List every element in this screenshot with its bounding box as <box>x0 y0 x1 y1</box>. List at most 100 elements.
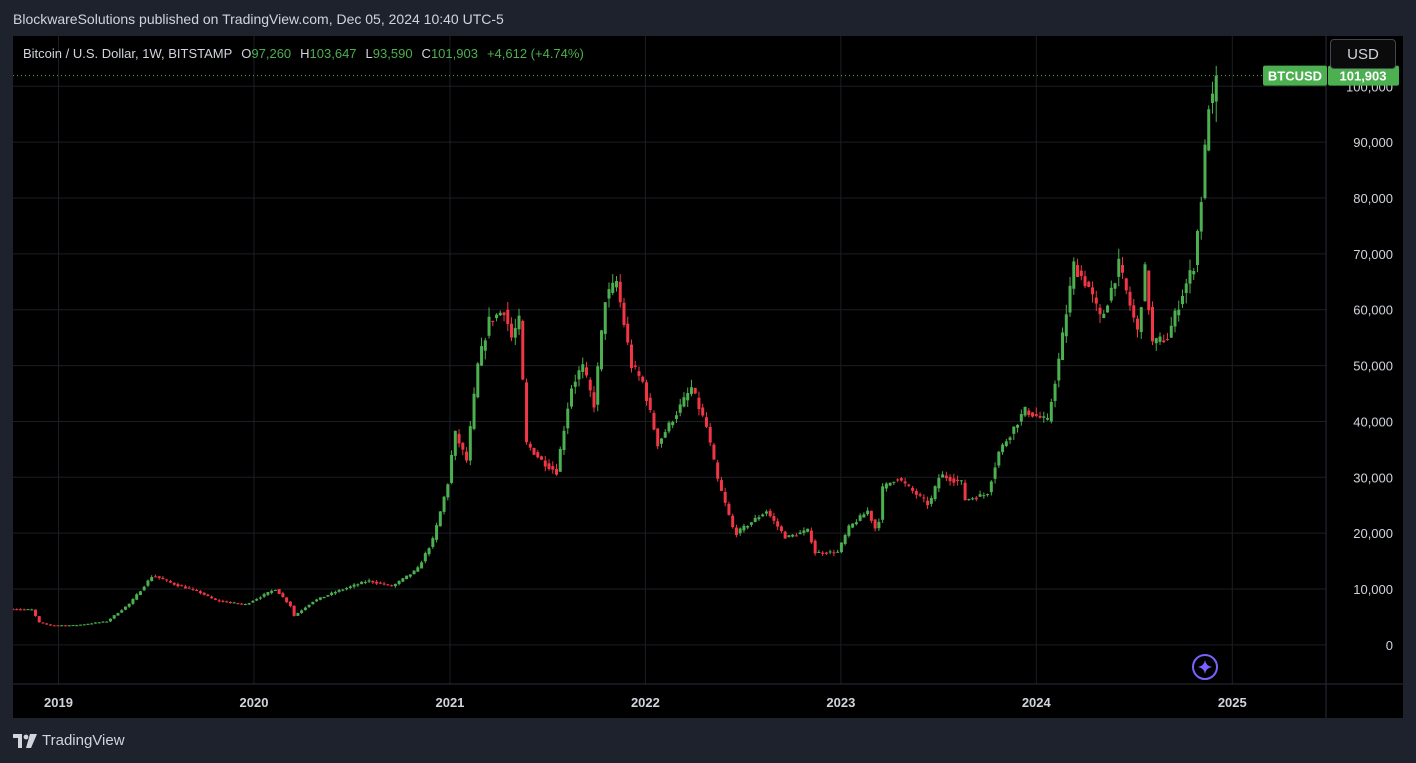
candle-body <box>907 484 911 486</box>
candle-body <box>341 589 345 591</box>
candle-body <box>438 511 442 527</box>
candle-body <box>367 580 371 582</box>
candle-body <box>644 382 648 402</box>
candle-body <box>101 621 105 623</box>
x-tick-label: 2019 <box>44 695 73 710</box>
candle-body <box>506 309 510 325</box>
candle-body <box>637 371 641 376</box>
candle-body <box>693 387 697 394</box>
candle-body <box>330 592 334 595</box>
candle-body <box>1128 291 1132 306</box>
candle-body <box>513 328 517 338</box>
candle-body <box>1173 310 1177 327</box>
candle-body <box>1210 93 1214 104</box>
candle-body <box>663 432 667 438</box>
candle-body <box>918 494 922 496</box>
candle-body <box>495 314 499 319</box>
candle-body <box>978 494 982 497</box>
candle-body <box>108 618 112 622</box>
candle-body <box>446 484 450 498</box>
candlestick-chart[interactable]: 0 10,000 20,000 30,000 40,000 50,000 60,000 70,… <box>13 36 1403 718</box>
candle-body <box>322 596 326 599</box>
candle-body <box>599 330 603 370</box>
candle-body <box>1016 424 1020 428</box>
legend-symbol[interactable]: Bitcoin / U.S. Dollar, 1W, BITSTAMP <box>23 46 233 61</box>
candle-body <box>37 616 41 623</box>
candle-body <box>768 510 772 517</box>
candle-body <box>1053 383 1057 401</box>
candle-body <box>633 365 637 367</box>
sparkle-icon[interactable] <box>1192 654 1218 680</box>
candle-body <box>206 594 210 596</box>
tradingview-brand[interactable]: TradingView <box>13 732 125 749</box>
candle-body <box>468 426 472 461</box>
candle-body <box>378 582 382 584</box>
chart-panel[interactable]: 0 10,000 20,000 30,000 40,000 50,000 60,000 70,… <box>13 36 1403 718</box>
candle-body <box>776 521 780 527</box>
candle-body <box>989 481 993 493</box>
price-axis[interactable]: 0 10,000 20,000 30,000 40,000 50,000 60,000 70,… <box>1346 79 1393 653</box>
candle-body <box>1121 265 1125 273</box>
candle-body <box>442 496 446 512</box>
candle-body <box>1106 305 1110 313</box>
candle-body <box>1154 338 1158 344</box>
currency-button[interactable]: USD <box>1330 39 1396 69</box>
candle-body <box>682 397 686 407</box>
candle-body <box>277 589 281 594</box>
candle-body <box>727 503 731 515</box>
candle-body <box>659 438 663 444</box>
candle-body <box>483 340 487 351</box>
candle-body <box>689 387 693 395</box>
candle-body <box>45 623 49 625</box>
candle-body <box>974 497 978 500</box>
candle-body <box>75 625 79 627</box>
candle-body <box>13 609 15 611</box>
candle-body <box>382 583 386 585</box>
candle-body <box>596 366 600 405</box>
candle-body <box>543 460 547 467</box>
candle-body <box>809 530 813 543</box>
candle-body <box>1214 75 1218 102</box>
candle-body <box>1023 406 1027 416</box>
candle-body <box>18 609 22 611</box>
candle-body <box>168 581 172 583</box>
candle-body <box>911 487 915 491</box>
candle-body <box>352 584 356 587</box>
candle-body <box>716 462 720 479</box>
candle-body <box>607 289 611 299</box>
candle-body <box>1162 340 1166 343</box>
legend-open-label: O <box>241 46 252 61</box>
candle-body <box>457 433 461 444</box>
y-tick-label: 50,000 <box>1353 359 1393 374</box>
candle-body <box>1151 306 1155 342</box>
candle-body <box>828 551 832 553</box>
candle-body <box>873 519 877 529</box>
candle-body <box>1064 314 1068 337</box>
price-tag-value: 101,903 <box>1340 69 1387 84</box>
candle-body <box>843 535 847 544</box>
candle-body <box>1143 264 1147 302</box>
candle-body <box>836 551 840 553</box>
time-axis[interactable]: 2019 2020 2021 2022 2023 2024 2025 <box>44 695 1247 710</box>
candle-body <box>929 498 933 504</box>
candle-body <box>1203 144 1207 198</box>
candle-body <box>138 591 142 596</box>
candle-body <box>611 282 615 293</box>
candle-body <box>926 500 930 506</box>
candle-body <box>243 604 247 606</box>
candle-body <box>427 548 431 555</box>
candle-body <box>405 575 409 580</box>
candle-body <box>146 580 150 586</box>
candle-body <box>236 603 240 605</box>
candle-body <box>1019 414 1023 422</box>
candle-body <box>933 486 937 500</box>
price-tag-value-bg <box>1328 65 1399 86</box>
candle-body <box>892 481 896 483</box>
legend-change-value: +4,612 (+4.74%) <box>486 46 584 61</box>
candle-body <box>225 601 229 603</box>
candle-body <box>15 609 19 611</box>
candle-body <box>142 586 146 591</box>
candle-body <box>753 517 757 522</box>
candle-body <box>783 531 787 539</box>
candle-body <box>697 397 701 410</box>
